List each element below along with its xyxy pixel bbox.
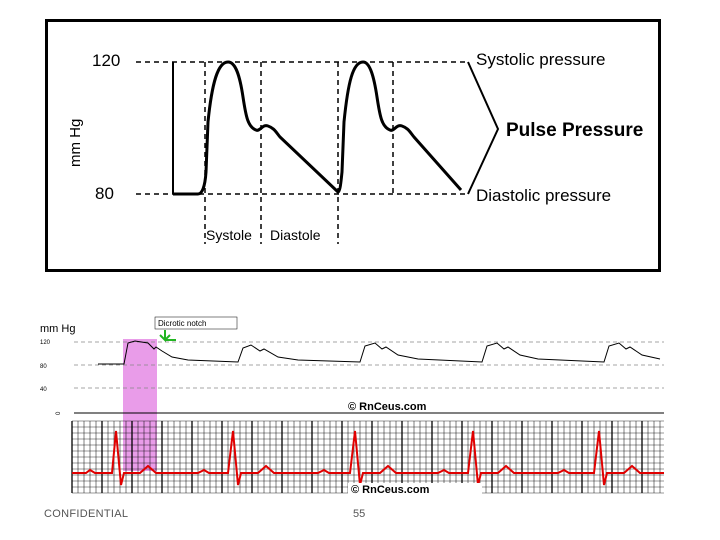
y-axis-label: mm Hg: [67, 119, 84, 167]
pulse-pressure-bracket: [467, 61, 500, 195]
arterial-pressure-waveform: [173, 60, 463, 196]
callout-arrow: [159, 330, 176, 343]
arterial-pressure-trace: [98, 340, 661, 365]
bottom-tick-40: 40: [40, 387, 47, 393]
waveform-ecg-figure: mm Hg 120 80 40 0 Dicrotic notch © RnCeu…: [40, 316, 664, 496]
pressure-gridlines: [74, 341, 664, 389]
dicrotic-notch-callout-box: [154, 316, 238, 330]
ecg-trace: [72, 430, 664, 486]
diastolic-pressure-label: Diastolic pressure: [476, 186, 611, 205]
watermark-top: © RnCeus.com: [348, 401, 427, 413]
tick-80: 80: [95, 184, 114, 203]
dicrotic-notch-callout: Dicrotic notch: [158, 319, 206, 328]
confidential-label: CONFIDENTIAL: [44, 508, 129, 520]
pulse-pressure-figure: mm Hg 120 80 Systolic pressure Pulse Pre…: [67, 50, 643, 244]
systolic-pressure-label: Systolic pressure: [476, 50, 605, 69]
diastole-label: Diastole: [270, 227, 321, 243]
watermark-bottom: © RnCeus.com: [351, 484, 430, 496]
page-number: 55: [353, 508, 366, 520]
bottom-tick-120: 120: [40, 340, 51, 346]
arterial-waveform-ecg-panel: mm Hg 120 80 40 0 Dicrotic notch © RnCeu…: [38, 313, 666, 498]
pulse-pressure-label: Pulse Pressure: [506, 120, 643, 141]
bottom-tick-80: 80: [40, 364, 47, 370]
pulse-pressure-diagram: mm Hg 120 80 Systolic pressure Pulse Pre…: [45, 19, 661, 272]
bottom-y-axis-label: mm Hg: [40, 323, 75, 335]
tick-120: 120: [92, 51, 120, 70]
systole-label: Systole: [206, 227, 252, 243]
bottom-tick-0: 0: [56, 411, 62, 415]
systole-highlight: [123, 339, 157, 471]
ecg-paper-grid: [71, 420, 664, 494]
watermark-box-2: [348, 483, 482, 495]
watermark-box-1: [344, 400, 478, 412]
